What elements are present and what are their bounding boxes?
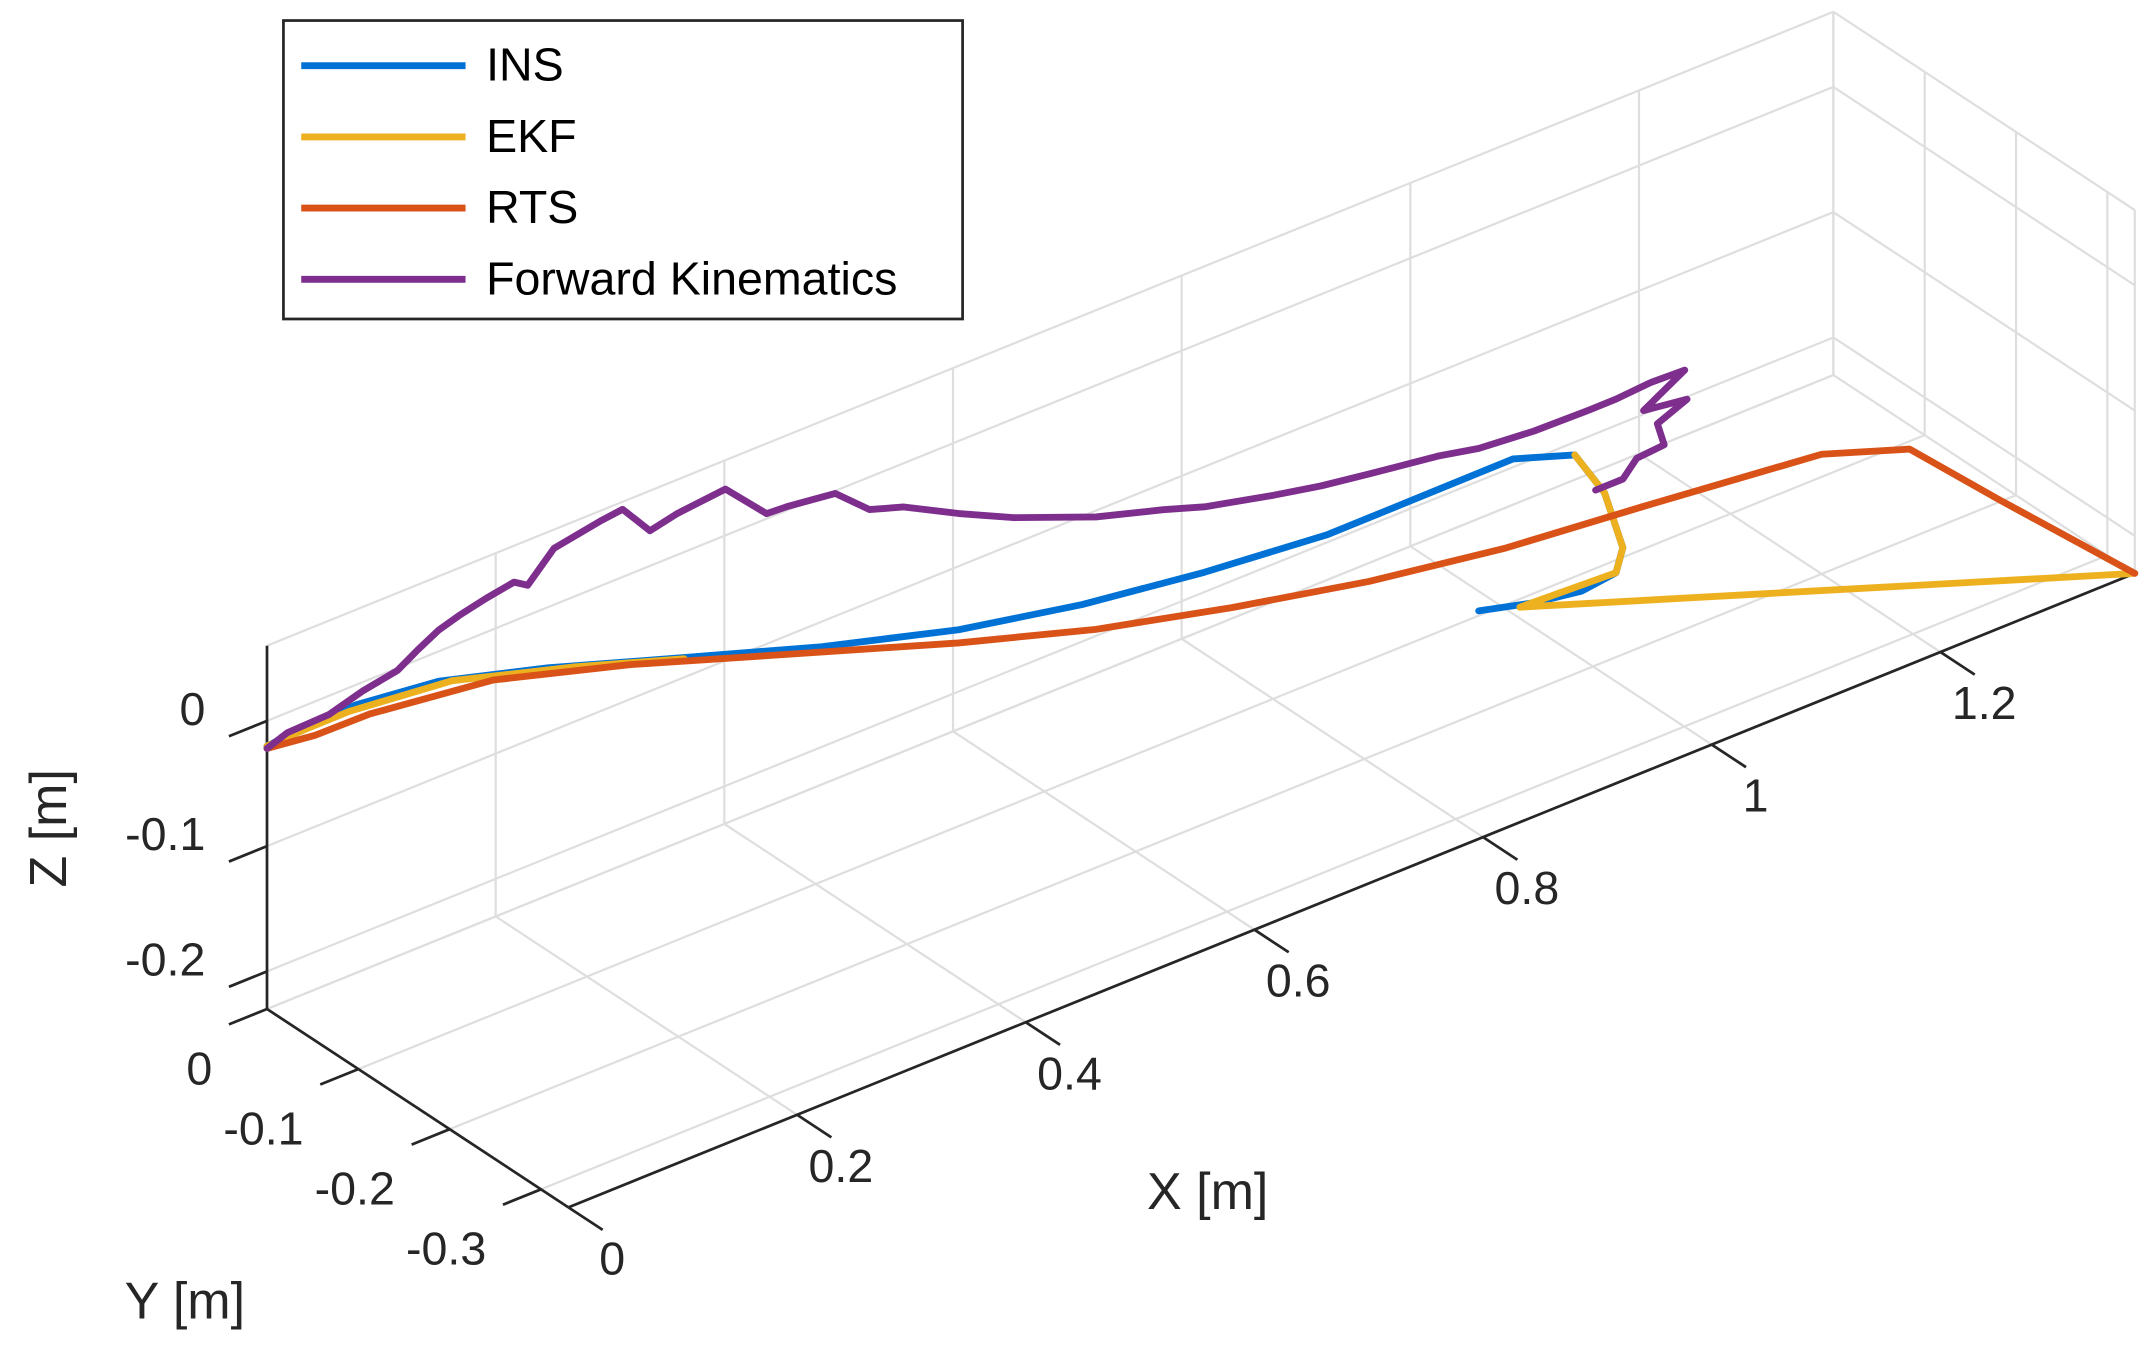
- x-tick: [1024, 1021, 1061, 1046]
- grid-line: [266, 211, 1834, 848]
- grid-line: [449, 494, 2017, 1131]
- y-tick: [502, 1188, 542, 1206]
- z-tick-label: 0: [179, 683, 205, 735]
- grid: [265, 10, 2136, 1209]
- series-line: [263, 366, 1691, 752]
- legend-label: Forward Kinematics: [486, 252, 897, 304]
- legend-label: EKF: [486, 110, 577, 162]
- x-axis: [567, 572, 2136, 1209]
- x-tick-label: 0.4: [1037, 1047, 1102, 1099]
- series-line: [263, 445, 2139, 752]
- grid-line: [723, 822, 1027, 1024]
- x-tick-label: 1: [1743, 770, 1769, 822]
- grid-line: [357, 434, 1926, 1071]
- legend-label: INS: [486, 39, 564, 91]
- grid-line: [952, 730, 1255, 931]
- x-tick-label: 0.2: [809, 1140, 874, 1192]
- x-axis-label: X [m]: [1147, 1163, 1268, 1221]
- x-tick-label: 0.6: [1266, 955, 1331, 1007]
- z-axis-label: Z [m]: [20, 769, 78, 887]
- y-tick-label: -0.3: [406, 1223, 486, 1275]
- x-tick: [1710, 743, 1747, 769]
- x-tick: [1939, 650, 1976, 676]
- grid-line: [495, 915, 798, 1116]
- z-tick: [228, 719, 268, 738]
- z-tick: [228, 970, 268, 989]
- grid-line: [1638, 452, 1941, 653]
- grid-line: [1832, 86, 2136, 287]
- y-tick: [228, 1007, 268, 1026]
- grid-line: [266, 85, 1834, 722]
- x-tick-label: 1.2: [1952, 677, 2017, 729]
- x-tick: [1482, 835, 1519, 861]
- z-tick-label: -0.2: [125, 934, 205, 986]
- box-edge: [1832, 374, 2136, 575]
- x-tick: [1253, 928, 1290, 954]
- x-tick-label: 0.8: [1495, 862, 1560, 914]
- series-line: [263, 451, 2139, 750]
- z-tick: [228, 844, 268, 863]
- box-edge: [266, 10, 1834, 647]
- grid-line: [540, 554, 2108, 1191]
- y-tick-label: 0: [186, 1042, 212, 1094]
- grid-line: [266, 336, 1834, 973]
- grid-line: [1181, 637, 1484, 839]
- axes: [228, 572, 2136, 1232]
- box-edge: [1832, 10, 2136, 212]
- y-tick: [411, 1127, 451, 1146]
- grid-line: [1832, 336, 2136, 537]
- z-tick-label: -0.1: [125, 808, 205, 860]
- grid-line: [266, 374, 1834, 1011]
- grid-line: [1409, 545, 1713, 746]
- plot-area: [263, 366, 2139, 752]
- series-line: [263, 451, 1627, 750]
- x-tick: [796, 1113, 833, 1139]
- legend: INS EKF RTS Forward Kinematics: [282, 19, 964, 321]
- y-tick: [319, 1067, 359, 1086]
- y-tick-label: -0.1: [223, 1102, 303, 1154]
- grid-line: [1832, 211, 2136, 412]
- y-axis: [266, 1007, 570, 1209]
- legend-label: RTS: [486, 181, 578, 233]
- x-tick-label: 0: [599, 1232, 625, 1284]
- x-tick: [567, 1206, 604, 1232]
- y-axis-label: Y [m]: [125, 1272, 245, 1330]
- legend-box: [282, 19, 964, 321]
- y-tick-label: -0.2: [315, 1162, 395, 1214]
